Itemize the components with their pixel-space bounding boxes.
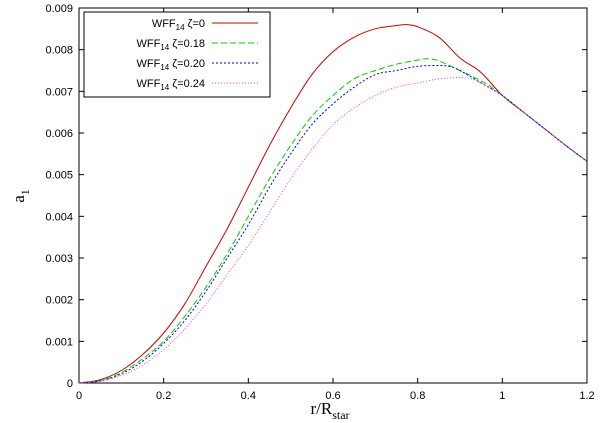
x-tick-label: 1 — [499, 390, 505, 402]
y-tick-label: 0 — [67, 378, 73, 390]
x-axis-title-sub: star — [332, 408, 349, 422]
legend-label-suffix: ζ=0.20 — [169, 58, 205, 70]
legend-label-suffix: ζ=0 — [185, 18, 205, 30]
y-tick-label: 0.005 — [45, 170, 73, 182]
series-line-2 — [78, 65, 588, 384]
x-tick-label: 1.2 — [579, 390, 594, 402]
legend-label-prefix: WFF — [137, 78, 161, 90]
x-axis-title-main: r/R — [310, 399, 332, 418]
legend-label-suffix: ζ=0.18 — [169, 38, 205, 50]
y-tick-label: 0.006 — [45, 128, 73, 140]
y-axis-title: a1 — [9, 189, 32, 203]
y-axis-title-main: a — [9, 195, 28, 203]
y-tick-label: 0.004 — [45, 211, 73, 223]
tick-group: 0 0.2 0.4 0.6 0.8 1 1.2 0 0.001 0.002 0.003 0.004 0.… — [45, 3, 594, 402]
series-line-3 — [78, 77, 588, 384]
legend-label-sub: 14 — [160, 43, 169, 52]
x-tick-label: 0.2 — [156, 390, 171, 402]
legend-label-sub: 14 — [176, 23, 185, 32]
y-tick-label: 0.002 — [45, 295, 73, 307]
legend-label-1: WFF14 ζ=0.18 — [137, 38, 205, 52]
series-line-1 — [78, 58, 588, 384]
x-tick-label: 0.8 — [410, 390, 425, 402]
series-group — [78, 24, 588, 384]
y-axis-title-sub: 1 — [18, 189, 32, 195]
legend-label-sub: 14 — [160, 83, 169, 92]
y-tick-label: 0.007 — [45, 86, 73, 98]
x-tick-label: 0.4 — [241, 390, 256, 402]
x-axis-title: r/Rstar — [310, 399, 349, 422]
legend-label-suffix: ζ=0.24 — [169, 78, 205, 90]
y-tick-label: 0.008 — [45, 45, 73, 57]
legend-label-prefix: WFF — [137, 38, 161, 50]
legend-label-2: WFF14 ζ=0.20 — [137, 58, 205, 72]
legend-label-prefix: WFF — [152, 18, 176, 30]
y-tick-label: 0.001 — [45, 336, 73, 348]
legend-label-sub: 14 — [160, 63, 169, 72]
x-tick-label: 0.6 — [325, 390, 340, 402]
legend-label-3: WFF14 ζ=0.24 — [137, 78, 205, 92]
x-tick-label: 0 — [76, 390, 82, 402]
y-tick-label: 0.009 — [45, 3, 73, 15]
legend-label-0: WFF14 ζ=0 — [152, 18, 205, 32]
legend-label-prefix: WFF — [137, 58, 161, 70]
y-tick-label: 0.003 — [45, 253, 73, 265]
